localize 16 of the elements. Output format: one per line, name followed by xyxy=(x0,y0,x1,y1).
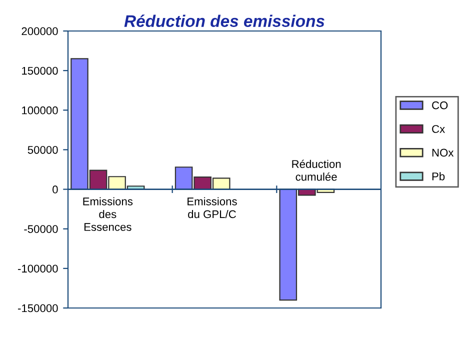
y-tick-label: 150000 xyxy=(22,66,58,75)
y-tick-label: 100000 xyxy=(22,106,58,114)
y-tick-label: 50000 xyxy=(28,146,58,154)
x-tick-label: Emissions des Essences xyxy=(83,197,133,231)
x-tick-label: Emissions du GPL/C xyxy=(188,197,237,218)
y-tick-label: -100000 xyxy=(18,264,58,273)
y-tick-label: -150000 xyxy=(18,304,58,312)
legend-label: CO xyxy=(432,101,448,110)
y-tick-label: -50000 xyxy=(24,225,58,233)
y-tick-label: 200000 xyxy=(22,27,58,36)
legend-label: Cx xyxy=(432,125,445,133)
legend-label: Pb xyxy=(432,172,445,180)
legend-label: NOx xyxy=(432,148,454,157)
x-tick-label: Réduction cumulée xyxy=(292,160,341,181)
chart-title: Réduction des emissions xyxy=(124,14,324,28)
y-tick-label: 0 xyxy=(52,186,58,194)
